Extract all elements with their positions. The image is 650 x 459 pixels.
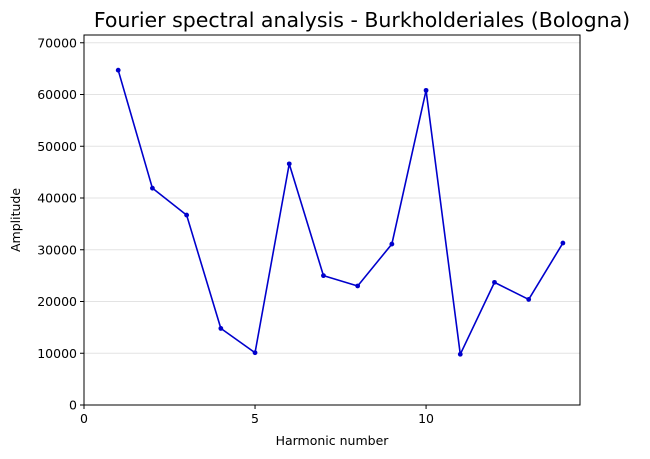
data-point-1 (115, 67, 121, 73)
y-tick-label-7: 70000 (37, 35, 77, 50)
y-axis-label: Amplitude (8, 188, 23, 252)
series-line-0 (117, 69, 564, 356)
x-tick-label-2: 10 (418, 411, 434, 426)
data-point-8 (355, 283, 361, 289)
data-point-12 (492, 279, 497, 285)
y-tick-label-6: 60000 (37, 87, 77, 102)
x-axis-label: Harmonic number (276, 433, 390, 448)
y-axis: 0 10000 20000 30000 40000 50000 60000 70000 (37, 35, 84, 413)
series-group (115, 67, 566, 357)
data-point-11 (457, 351, 463, 357)
data-point-2 (150, 185, 155, 191)
x-axis: 0 5 10 (80, 405, 434, 426)
y-tick-label-1: 10000 (37, 346, 77, 361)
data-point-4 (218, 326, 224, 331)
gridlines (84, 42, 580, 406)
data-point-9 (389, 241, 395, 247)
y-tick-label-0: 0 (69, 398, 77, 413)
data-point-7 (321, 273, 326, 279)
data-point-5 (252, 350, 258, 356)
data-point-14 (560, 240, 566, 246)
y-tick-label-5: 50000 (37, 139, 77, 154)
data-point-6 (286, 161, 292, 167)
y-tick-label-3: 30000 (37, 242, 77, 257)
x-tick-label-0: 0 (80, 411, 88, 426)
chart-title: Fourier spectral analysis - Burkholderia… (94, 8, 630, 32)
y-tick-label-2: 20000 (37, 294, 77, 309)
x-tick-label-1: 5 (251, 411, 259, 426)
data-point-3 (184, 212, 190, 218)
data-point-13 (526, 297, 532, 302)
y-tick-label-4: 40000 (37, 191, 77, 206)
plot-area (83, 34, 581, 406)
data-point-10 (423, 87, 429, 93)
